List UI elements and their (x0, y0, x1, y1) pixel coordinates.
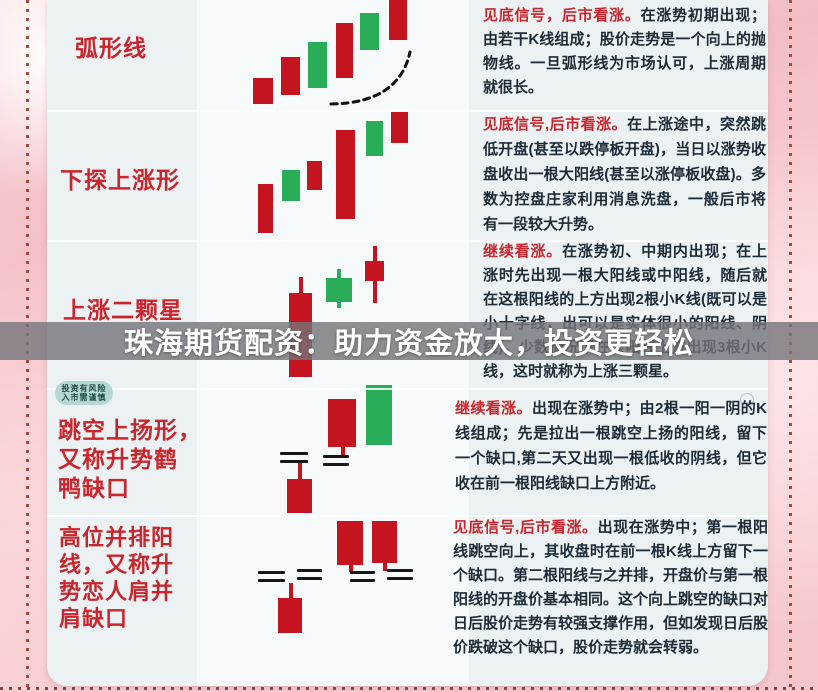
signal-label: 见底信号，后市看涨。 (483, 7, 641, 24)
risk-disclaimer-line1: 投资有风险 (61, 384, 107, 393)
green-candle (366, 385, 392, 445)
bullish-red-candle (389, 0, 407, 40)
gap-mark (258, 571, 285, 574)
candle-wick (337, 302, 341, 308)
green-candle (366, 121, 383, 156)
gap-mark (350, 571, 375, 574)
candle-wick (337, 269, 341, 278)
trend-arc-dashed (329, 50, 412, 106)
green-candle (308, 42, 327, 88)
pattern-description-block: 见底信号,后市看涨。出现在涨势中；第一根阳线跳空向上，其收盘时在前一根K线上方留… (453, 516, 768, 660)
gap-mark (350, 579, 375, 582)
pattern-description: 在涨势初期出现；由若干K线组成；股价走势是一个向上的抛物线。一旦弧形线为市场认可… (483, 7, 766, 96)
green-candle (326, 278, 352, 302)
bullish-red-candle (372, 521, 397, 563)
pattern-description-block: 继续看涨。在涨势初、中期内出现；在上涨时先出现一根大阳线或中阳线，随后就在这根阳… (483, 240, 767, 384)
candle-wick (373, 281, 377, 303)
pattern-name-two-stars: 上涨二颗星 (63, 297, 183, 323)
signal-label: 继续看涨。 (455, 400, 532, 417)
bullish-red-candle (328, 399, 356, 447)
pattern-name-gap-up: 跳空上扬形， 又称升势鹤 鸭缺口 (58, 417, 202, 501)
gap-mark (297, 577, 322, 580)
bullish-red-candle (336, 23, 353, 78)
signal-label: 见底信号,后市看涨。 (483, 116, 628, 133)
bullish-red-candle (278, 598, 302, 633)
signal-label: 见底信号,后市看涨。 (453, 519, 598, 536)
signal-label: 继续看涨。 (483, 243, 563, 260)
gap-mark (323, 455, 349, 458)
pattern-description: 出现在涨势中；第一根阳线跳空向上，其收盘时在前一根K线上方留下一个缺口。第二根阳… (453, 519, 769, 656)
pattern-description: 在上涨途中，突然跳低开盘(甚至以跌停板开盘)，当日以涨势收盘收出一根大阳线(甚至… (483, 116, 766, 233)
green-candle (282, 170, 300, 201)
candlestick-diagrams (47, 0, 768, 686)
bullish-red-candle (258, 184, 273, 233)
pattern-name-parallel-yang: 高位并排阳 线，又称升 势恋人肩并 肩缺口 (59, 525, 175, 631)
gap-mark (258, 579, 285, 582)
pattern-description-block: 见底信号，后市看涨。在涨势初期出现；由若干K线组成；股价走势是一个向上的抛物线。… (483, 4, 766, 100)
small-logo-mark (740, 393, 754, 407)
watermark-band: 珠海期货配资：助力资金放大，投资更轻松 (0, 322, 818, 360)
candle-wick (349, 565, 353, 572)
bullish-red-candle (336, 130, 355, 219)
bullish-red-candle (281, 57, 300, 95)
gap-mark (323, 463, 349, 466)
bullish-red-candle (337, 521, 363, 565)
bullish-red-candle (365, 261, 384, 281)
pattern-description-block: 继续看涨。出现在涨势中；由2根一阳一阴的K线组成；先是拉出一根跳空上扬的阳线，留… (455, 396, 767, 496)
bullish-red-candle (253, 78, 273, 104)
bottom-dotted-border (0, 687, 818, 690)
candle-wick (299, 277, 303, 293)
bullish-red-candle (307, 161, 322, 190)
gap-mark (387, 569, 413, 572)
green-candle (360, 13, 379, 50)
bullish-red-candle (391, 112, 408, 143)
gap-mark (297, 569, 322, 572)
risk-disclaimer-badge: 投资有风险 入市需谨慎 (55, 381, 113, 405)
gap-mark (280, 452, 308, 455)
row-divider (47, 240, 768, 242)
gap-mark (280, 460, 308, 463)
row-divider (47, 515, 768, 517)
candle-wick (373, 246, 377, 261)
gap-mark (387, 577, 413, 580)
row-divider (47, 110, 768, 112)
candle-wick (341, 447, 345, 455)
candle-wick (383, 563, 387, 571)
candle-wick (298, 462, 302, 479)
pattern-name-arc-line: 弧形线 (75, 35, 147, 61)
pattern-description-block: 见底信号,后市看涨。在上涨途中，突然跳低开盘(甚至以跌停板开盘)，当日以涨势收盘… (483, 112, 766, 237)
pattern-description: 出现在涨势中；由2根一阳一阴的K线组成；先是拉出一根跳空上扬的阳线，留下一个缺口… (455, 400, 767, 492)
bullish-red-candle (287, 479, 312, 513)
candle-wick (289, 583, 293, 598)
pattern-name-probe-rise: 下探上涨形 (60, 167, 180, 193)
watermark-text: 珠海期货配资：助力资金放大，投资更轻松 (123, 328, 694, 360)
row-divider (47, 388, 768, 390)
risk-disclaimer-line2: 入市需谨慎 (61, 393, 107, 402)
